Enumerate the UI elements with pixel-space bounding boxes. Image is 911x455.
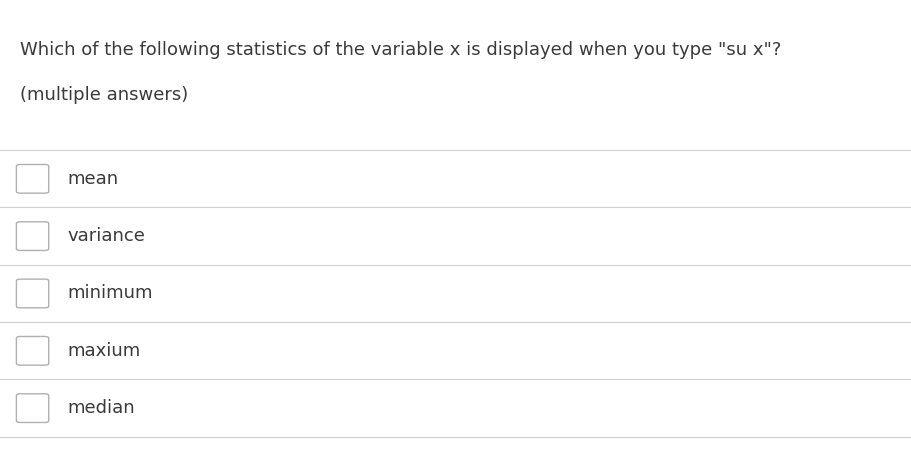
Text: minimum: minimum xyxy=(67,284,153,303)
Text: maxium: maxium xyxy=(67,342,141,360)
Text: Which of the following statistics of the variable x is displayed when you type ": Which of the following statistics of the… xyxy=(20,41,782,59)
FancyBboxPatch shape xyxy=(16,222,48,250)
FancyBboxPatch shape xyxy=(16,164,48,193)
Text: (multiple answers): (multiple answers) xyxy=(20,86,189,105)
FancyBboxPatch shape xyxy=(16,279,48,308)
Text: mean: mean xyxy=(67,170,119,188)
FancyBboxPatch shape xyxy=(16,394,48,422)
Text: median: median xyxy=(67,399,136,417)
Text: variance: variance xyxy=(67,227,146,245)
FancyBboxPatch shape xyxy=(16,336,48,365)
